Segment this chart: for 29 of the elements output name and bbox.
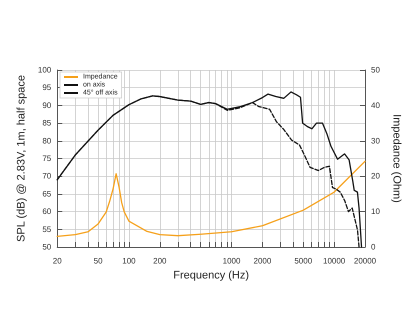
y2-tick-label: 10: [371, 207, 380, 216]
x-tick-label: 5000: [294, 256, 313, 266]
x-tick-label: 200: [153, 256, 168, 266]
x-tick-label: 100: [122, 256, 136, 266]
x-tick-label: 20: [52, 256, 62, 266]
y-tick-label: 60: [42, 207, 52, 216]
y2-axis-title: Impedance (Ohm): [390, 114, 402, 203]
x-tick-label: 2000: [254, 256, 272, 266]
y-tick-label: 80: [42, 136, 52, 146]
x-tick-label: 50: [94, 256, 104, 266]
x-tick-label: 1000: [222, 256, 241, 266]
y2-tick-label: 20: [371, 172, 380, 181]
x-tick-label: 10000: [322, 256, 346, 266]
y-tick-label: 70: [42, 172, 52, 181]
y-tick-label: 55: [42, 224, 52, 234]
x-axis-title: Frequency (Hz): [173, 269, 250, 282]
y2-tick-label: 50: [371, 66, 380, 74]
y-tick-label: 50: [42, 242, 52, 252]
y-tick-label: 75: [42, 154, 52, 163]
y-tick-label: 95: [42, 83, 52, 92]
x-tick-label: 20000: [354, 256, 377, 266]
y-tick-label: 85: [42, 118, 52, 128]
y-tick-label: 100: [38, 66, 52, 74]
y-axis-title: SPL (dB) @ 2.83V, 1m, half space: [16, 75, 28, 242]
y2-tick-label: 40: [371, 100, 380, 110]
y-tick-label: 65: [42, 189, 52, 198]
y-tick-label: 90: [42, 100, 52, 110]
y2-tick-label: 30: [371, 136, 380, 146]
y2-tick-label: 0: [371, 242, 376, 252]
